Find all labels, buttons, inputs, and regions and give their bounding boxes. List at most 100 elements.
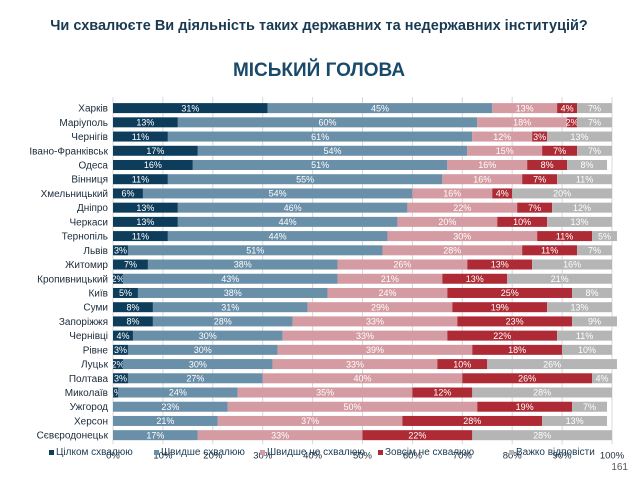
category-label: Рівне — [83, 345, 109, 356]
bar-segment — [492, 188, 513, 199]
bar-segment — [397, 216, 498, 227]
data-label: 8% — [581, 160, 594, 170]
bar-segment — [262, 373, 463, 384]
bar-segment — [557, 174, 612, 185]
bar-segment — [487, 359, 617, 370]
data-label: 4% — [116, 331, 129, 341]
data-label: 33% — [366, 317, 384, 327]
data-label: 23% — [161, 402, 179, 412]
data-label: 46% — [284, 203, 302, 213]
bar-segment — [177, 117, 478, 128]
bar-segment — [282, 330, 448, 341]
data-label: 17% — [146, 146, 164, 156]
data-label: 50% — [344, 402, 362, 412]
data-label: 7% — [553, 146, 566, 156]
data-label: 29% — [371, 302, 389, 312]
legend-label: Швидше не схвалюю — [267, 447, 365, 458]
bar-segment — [152, 302, 308, 313]
data-label: 38% — [224, 288, 242, 298]
data-label: 39% — [366, 345, 384, 355]
data-label: 30% — [194, 345, 212, 355]
bar-segment — [442, 174, 523, 185]
bar-segment — [577, 117, 612, 128]
chart-title: МІСЬКИЙ ГОЛОВА — [232, 60, 406, 81]
data-label: 13% — [466, 274, 484, 284]
data-label: 11% — [132, 174, 149, 184]
bar-segment — [127, 344, 278, 355]
data-label: 8% — [126, 302, 139, 312]
bar-segment — [137, 287, 328, 298]
bar-segment — [557, 103, 578, 114]
data-label: 54% — [324, 146, 342, 156]
bar-segment — [267, 103, 493, 114]
bar-segment — [272, 359, 438, 370]
bar-segment — [517, 202, 553, 213]
bar-segment — [472, 344, 563, 355]
bar-segment — [122, 273, 338, 284]
bar-segment — [167, 174, 443, 185]
data-label: 16% — [478, 160, 496, 170]
bar-segment — [507, 273, 612, 284]
data-label: 43% — [221, 274, 239, 284]
bar-segment — [562, 344, 612, 355]
data-label: 22% — [453, 203, 471, 213]
data-label: 31% — [181, 103, 199, 113]
bar-segment — [437, 359, 488, 370]
bar-segment — [452, 302, 548, 313]
data-label: 2% — [111, 274, 124, 284]
bar-segment — [592, 373, 612, 384]
bar-segment — [442, 273, 508, 284]
bar-segment — [113, 231, 168, 242]
bar-segment — [113, 344, 128, 355]
bar-segment — [447, 159, 528, 170]
data-label: 7% — [588, 118, 601, 128]
data-label: 10% — [578, 345, 596, 355]
bar-segment — [547, 302, 612, 313]
bar-segment — [532, 131, 548, 142]
data-label: 21% — [156, 416, 174, 426]
data-label: 3% — [114, 246, 127, 256]
data-label: 4% — [596, 373, 609, 383]
data-label: 16% — [443, 189, 461, 199]
data-label: 4% — [496, 189, 509, 199]
x-tick-label: 60% — [403, 450, 423, 461]
data-label: 13% — [571, 217, 589, 227]
legend-label: Цілком схвалюю — [56, 447, 133, 458]
page-number: 161 — [611, 462, 628, 473]
bar-segment — [113, 174, 168, 185]
data-label: 16% — [144, 160, 162, 170]
bar-segment — [577, 103, 612, 114]
data-label: 8% — [586, 288, 599, 298]
bar-segment — [572, 287, 612, 298]
data-label: 8% — [541, 160, 554, 170]
category-label: Суми — [83, 303, 108, 314]
data-label: 7% — [124, 260, 137, 270]
category-label: Херсон — [74, 416, 108, 427]
bar-segment — [522, 174, 558, 185]
data-label: 3% — [114, 345, 127, 355]
bar-segment — [132, 330, 283, 341]
bar-segment — [277, 344, 473, 355]
x-tick-label: 100% — [600, 450, 625, 461]
data-label: 12% — [493, 132, 511, 142]
data-label: 11% — [132, 132, 149, 142]
category-label: Чернівці — [69, 331, 108, 342]
data-label: 10% — [513, 217, 531, 227]
data-label: 54% — [269, 189, 287, 199]
x-tick-label: 20% — [203, 450, 223, 461]
data-label: 33% — [356, 331, 374, 341]
bar-segment — [127, 373, 263, 384]
x-tick-label: 0% — [106, 450, 120, 461]
category-label: Львів — [83, 246, 108, 257]
data-label: 1% — [109, 388, 122, 398]
bar-segment — [527, 159, 568, 170]
data-label: 13% — [571, 132, 589, 142]
bar-segment — [492, 103, 558, 114]
category-label: Кропивницький — [37, 274, 108, 285]
bar-segment — [407, 202, 518, 213]
data-label: 30% — [189, 359, 207, 369]
bar-segment — [577, 145, 612, 156]
data-label: 13% — [516, 103, 534, 113]
data-label: 21% — [551, 274, 569, 284]
bar-segment — [472, 387, 612, 398]
